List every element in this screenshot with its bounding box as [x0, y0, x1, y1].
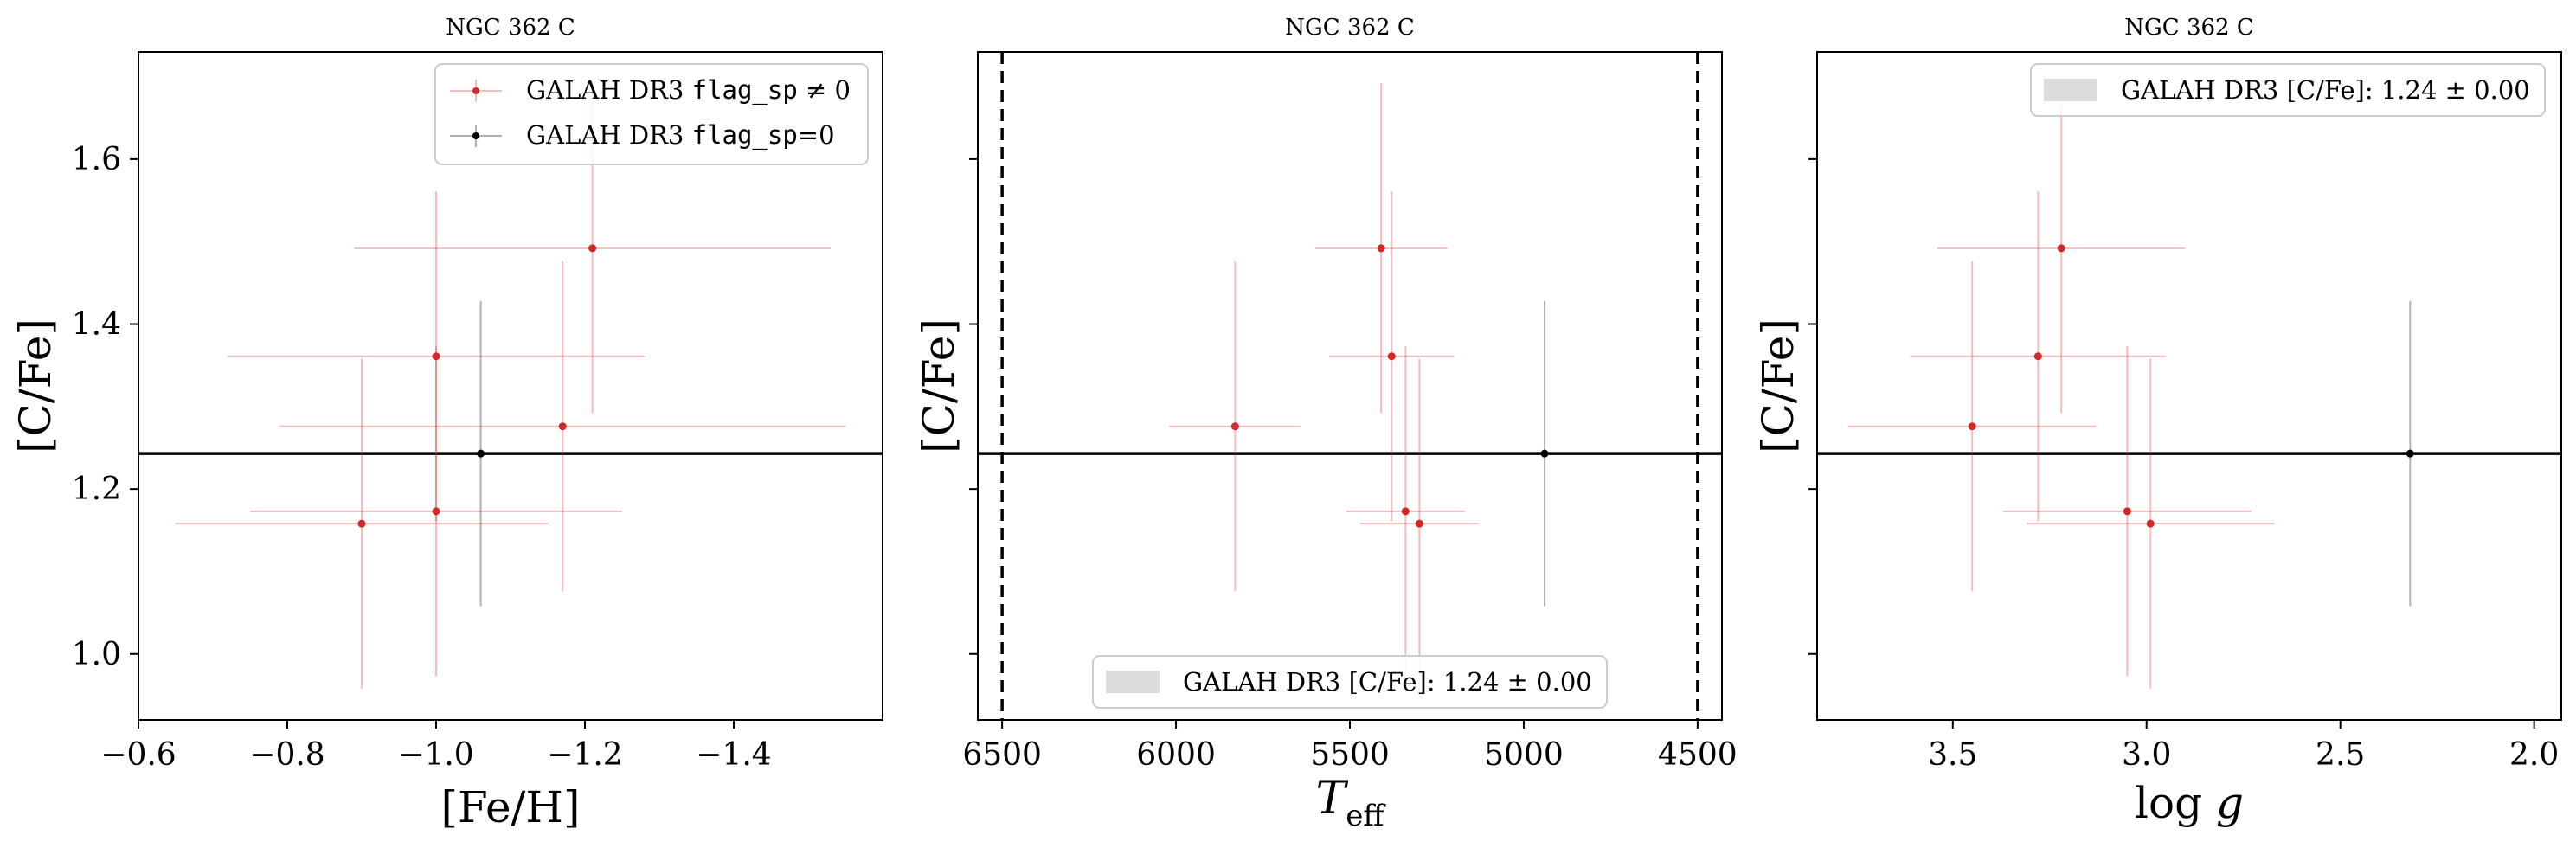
x-tick-label: 3.5 [1928, 737, 1977, 773]
legend-label: GALAH DR3 [C/Fe]: 1.24 ± 0.00 [2121, 75, 2530, 105]
legend-patch [1106, 671, 1160, 693]
y-tick-label: 1.0 [72, 637, 121, 672]
plot-frame [138, 51, 883, 721]
legend-box [434, 63, 869, 165]
data-point [1968, 422, 1976, 431]
data-point [1415, 519, 1423, 528]
legend: GALAH DR3 [C/Fe]: 1.24 ± 0.00 [2030, 63, 2546, 117]
data-point [1387, 352, 1396, 361]
legend-marker-dot-1 [472, 87, 479, 94]
x-tick-label: 4500 [1658, 737, 1738, 773]
legend-box [1092, 655, 1608, 709]
data-point [558, 422, 567, 431]
panel-title: NGC 362 C [446, 15, 575, 41]
x-axis-label: Teff [1316, 773, 1387, 833]
plot-frame [1816, 51, 2562, 721]
legend-label-1: GALAH DR3 flag_sp ≠ 0 [526, 75, 851, 106]
y-axis-label: [C/Fe] [914, 318, 964, 453]
x-tick-label: −0.8 [249, 737, 324, 773]
x-tick-label: −0.6 [100, 737, 176, 773]
x-axis-label: log g [2135, 778, 2244, 828]
x-tick-label: 5000 [1484, 737, 1564, 773]
legend: GALAH DR3 [C/Fe]: 1.24 ± 0.00 [1092, 655, 1608, 709]
x-tick-label: 2.5 [2316, 737, 2365, 773]
data-point [588, 244, 597, 253]
plot-frame [977, 51, 1723, 721]
legend: GALAH DR3 flag_sp ≠ 0 GALAH DR3 flag_sp=… [434, 63, 869, 165]
data-point [357, 519, 366, 528]
data-point [1377, 244, 1385, 253]
data-point [432, 352, 440, 361]
x-tick-label: 2.0 [2509, 737, 2559, 773]
x-tick-label: 5500 [1310, 737, 1390, 773]
x-tick-label: −1.0 [398, 737, 473, 773]
legend-patch [2044, 79, 2097, 101]
data-point [432, 507, 440, 516]
data-point [2033, 352, 2042, 361]
panel-title: NGC 362 C [1285, 15, 1414, 41]
y-tick-label: 1.2 [72, 472, 121, 507]
data-point [2146, 519, 2155, 528]
legend-box [2030, 63, 2546, 117]
y-axis-label: [C/Fe] [10, 318, 61, 453]
data-point [2123, 507, 2131, 516]
panel-title: NGC 362 C [2124, 15, 2253, 41]
x-axis-label: [Fe/H] [440, 782, 580, 832]
x-tick-label: 6000 [1136, 737, 1216, 773]
panel-feh: NGC 362 C 1.0 1.2 1.4 1.6 −0.6 −0.8 −1.0 −1.2 −1… [10, 15, 883, 832]
y-axis-label: [C/Fe] [1753, 318, 1803, 453]
data-point [1401, 507, 1410, 516]
x-tick-label: −1.4 [696, 737, 771, 773]
data-point [1230, 422, 1239, 431]
y-tick-label: 1.6 [72, 142, 121, 177]
data-point [477, 449, 485, 458]
data-point [1540, 449, 1549, 458]
x-tick-label: 6500 [962, 737, 1042, 773]
legend-marker-dot-2 [472, 132, 479, 139]
x-tick-label: −1.2 [547, 737, 622, 773]
panel-logg: NGC 362 C 3.5 3.0 2.5 2.0 log g [C/Fe] GALA… [1753, 15, 2562, 828]
legend-label-2: GALAH DR3 flag_sp=0 [526, 120, 835, 151]
panel-teff: NGC 362 C 6500 6000 5500 5000 4500 Teff [C/F… [914, 15, 1738, 833]
x-tick-label: 3.0 [2122, 737, 2171, 773]
data-point [2057, 244, 2065, 253]
y-tick-label: 1.4 [72, 307, 121, 343]
data-point [2406, 449, 2414, 458]
legend-label: GALAH DR3 [C/Fe]: 1.24 ± 0.00 [1183, 667, 1592, 697]
